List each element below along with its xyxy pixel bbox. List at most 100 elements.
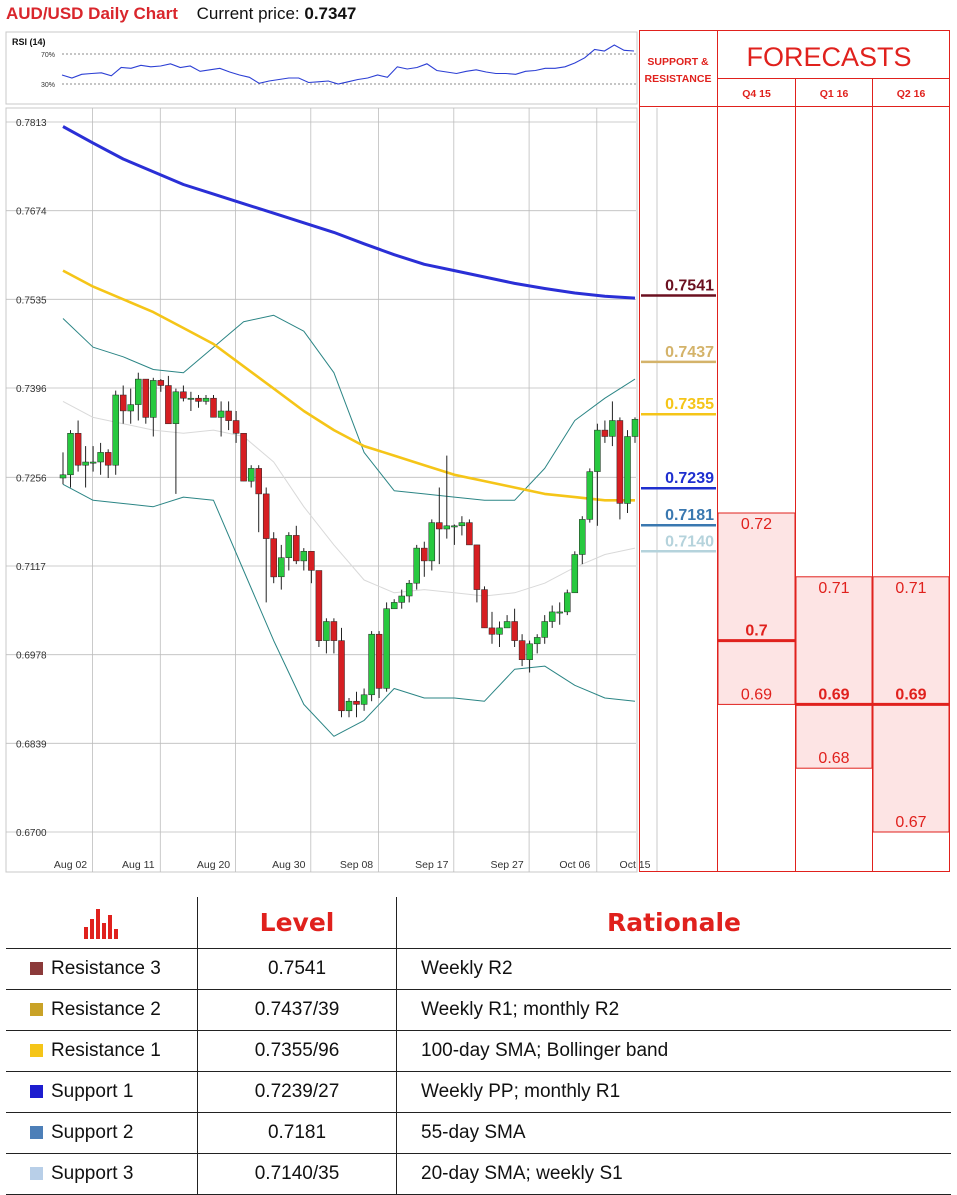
upper-bollinger-band-line <box>62 314 636 501</box>
candle-body <box>285 535 293 558</box>
forecast-range-box <box>795 576 873 769</box>
forecast-column-header: Q2 16 <box>897 88 926 100</box>
y-tick-label: 0.7535 <box>16 295 47 306</box>
forecast-median-label: 0.69 <box>895 686 926 703</box>
candle-body <box>488 627 496 635</box>
forecast-column-header: Q4 15 <box>742 88 771 100</box>
candle-body <box>293 535 300 562</box>
candle-body <box>338 640 345 712</box>
candle-body <box>270 538 277 578</box>
sr-level-label: 0.7239 <box>665 470 714 487</box>
candle-body <box>165 385 172 425</box>
y-tick-label: 0.7813 <box>16 118 47 129</box>
levels-table: Level Rationale Resistance 3 0.7541 Week… <box>6 897 951 1195</box>
table-row: Support 3 0.7140/35 20-day SMA; weekly S… <box>6 1153 951 1195</box>
resistance-2-swatch <box>30 1003 43 1016</box>
candle-body <box>180 391 187 399</box>
table-row: Support 2 0.7181 55-day SMA <box>6 1112 951 1154</box>
candle-body <box>232 420 240 434</box>
forecast-high-label: 0.72 <box>741 516 772 533</box>
row-name: Support 1 <box>51 1081 134 1102</box>
sr-frame <box>639 30 718 872</box>
candle-body <box>616 420 624 504</box>
candle-body <box>564 592 571 613</box>
candle-body <box>315 570 323 641</box>
x-tick-label: Aug 11 <box>122 859 155 871</box>
candle-body <box>255 468 262 495</box>
forecast-high-label: 0.71 <box>895 580 926 597</box>
candlesticks <box>59 372 639 718</box>
candle-body <box>240 433 247 482</box>
candle-body <box>458 522 466 527</box>
y-tick-label: 0.7117 <box>16 562 46 573</box>
candle-body <box>451 525 458 528</box>
candle-body <box>142 378 150 418</box>
candle-body <box>518 640 526 660</box>
candle-body <box>202 397 210 402</box>
candle-body <box>571 554 579 594</box>
rsi-line <box>61 44 635 85</box>
sr-level-label: 0.7437 <box>665 344 714 361</box>
sr-levels: 0.7541 0.7437 0.7355 0.7239 0.7181 0.7140 <box>641 278 716 553</box>
bar-chart-icon <box>84 908 118 939</box>
row-level: 0.7239/27 <box>197 1071 397 1113</box>
candle-body <box>548 611 556 622</box>
candle-body <box>624 436 631 504</box>
candle-body <box>97 452 104 463</box>
candle-body <box>195 397 202 402</box>
chart-title: AUD/USD Daily Chart <box>6 4 178 23</box>
candle-body <box>300 551 308 562</box>
rsi-title: RSI (14) <box>12 37 46 47</box>
candle-body <box>601 429 609 437</box>
forecast-range-box <box>717 512 796 705</box>
candle-body <box>89 461 97 464</box>
row-name: Resistance 3 <box>51 958 161 979</box>
row-level: 0.7541 <box>197 948 397 990</box>
candle-body <box>127 404 134 412</box>
candle-body <box>594 429 601 472</box>
main-chart-panel: 0.7813 0.7674 0.7535 0.7396 0.7256 0.7117 0.69… <box>5 107 658 873</box>
sr-level-label: 0.7541 <box>665 278 714 295</box>
sr-header-line1: SUPPORT & <box>647 56 709 68</box>
row-level: 0.7140/35 <box>197 1153 397 1195</box>
candle-body <box>157 380 165 386</box>
sr-level-label: 0.7355 <box>665 396 714 413</box>
indicator-lines <box>62 125 636 737</box>
candle-body <box>375 633 383 689</box>
y-tick-label: 0.6839 <box>16 739 47 750</box>
candle-body <box>104 452 112 466</box>
candle-body <box>59 474 67 479</box>
candle-body <box>345 700 353 712</box>
candle-body <box>67 433 74 476</box>
support-resistance-panel: SUPPORT & RESISTANCE 0.75410.74370.73550… <box>639 30 718 872</box>
candle-body <box>368 633 375 696</box>
row-name: Resistance 2 <box>51 999 161 1020</box>
y-tick-label: 0.7256 <box>16 473 47 484</box>
candle-body <box>172 391 180 424</box>
candle-body <box>421 547 428 562</box>
candle-body <box>533 637 541 645</box>
chart-header: AUD/USD Daily Chart Current price: 0.734… <box>6 4 356 26</box>
candle-body <box>210 397 217 418</box>
candle-body <box>466 522 473 546</box>
current-price-label: Current price: <box>196 4 300 23</box>
candle-body <box>112 394 119 466</box>
candle-body <box>481 589 488 629</box>
row-rationale: Weekly R1; monthly R2 <box>396 989 951 1031</box>
candle-body <box>556 611 563 614</box>
candle-body <box>323 621 330 641</box>
candle-body <box>187 397 195 400</box>
candle-body <box>383 608 390 689</box>
chart-grid <box>6 108 658 872</box>
support-1-swatch <box>30 1085 43 1098</box>
candle-body <box>609 420 616 437</box>
row-level: 0.7355/96 <box>197 1030 397 1072</box>
row-rationale: 100-day SMA; Bollinger band <box>396 1030 951 1072</box>
forecast-low-label: 0.68 <box>818 750 849 767</box>
x-tick-label: Aug 20 <box>197 859 230 871</box>
main-chart-frame <box>5 107 638 873</box>
candle-body <box>526 643 533 660</box>
candle-body <box>74 433 82 466</box>
row-level: 0.7437/39 <box>197 989 397 1031</box>
table-row: Resistance 1 0.7355/96 100-day SMA; Boll… <box>6 1030 951 1072</box>
